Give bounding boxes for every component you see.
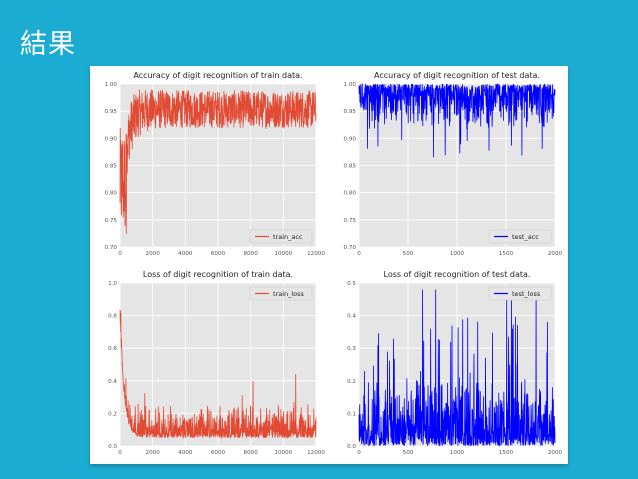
series-line-test_acc — [358, 83, 556, 158]
figure-panel: Accuracy of digit recognition of train d… — [90, 66, 568, 464]
y-tick-label: 0.70 — [344, 245, 357, 251]
legend-box — [249, 286, 313, 301]
y-tick-label: 0.2 — [347, 379, 356, 385]
slide-title: 結果 — [20, 29, 76, 60]
chart-title: Accuracy of digit recognition of train d… — [133, 71, 302, 80]
y-tick-label: 0.0 — [108, 444, 117, 450]
y-tick-label: 0.75 — [105, 218, 118, 224]
y-tick-label: 0.70 — [105, 245, 118, 251]
y-tick-label: 0.6 — [108, 346, 117, 352]
x-tick-label: 6000 — [211, 251, 226, 257]
y-tick-label: 1.0 — [108, 281, 117, 287]
chart-train-accuracy: Accuracy of digit recognition of train d… — [105, 71, 326, 257]
chart-title: Loss of digit recognition of train data. — [143, 270, 293, 279]
legend-box — [249, 229, 313, 244]
chart-test-loss: Loss of digit recognition of test data. 0… — [347, 270, 563, 456]
x-tick-label: 8000 — [244, 251, 259, 257]
x-tick-label: 4000 — [178, 251, 193, 257]
x-tick-label: 2000 — [146, 450, 161, 456]
y-tick-label: 0.90 — [344, 136, 357, 142]
x-tick-label: 2000 — [548, 450, 563, 456]
x-tick-label: 1000 — [450, 450, 465, 456]
y-tick-label: 0.1 — [347, 411, 356, 417]
x-tick-label: 500 — [403, 450, 414, 456]
y-tick-label: 0.90 — [105, 136, 118, 142]
y-tick-label: 0.5 — [347, 281, 356, 287]
y-tick-label: 0.4 — [347, 314, 356, 320]
y-tick-label: 0.95 — [105, 109, 118, 115]
x-tick-label: 1000 — [450, 251, 465, 257]
y-tick-label: 0.85 — [344, 164, 357, 170]
y-tick-label: 0.0 — [347, 444, 356, 450]
x-tick-label: 2000 — [146, 251, 161, 257]
y-tick-label: 0.80 — [105, 191, 118, 197]
x-tick-label: 500 — [403, 251, 414, 257]
series-line-train_loss — [119, 309, 317, 440]
y-tick-label: 0.3 — [347, 346, 356, 352]
x-tick-label: 0 — [118, 450, 122, 456]
series-line-train_acc — [119, 89, 317, 234]
legend-box — [488, 286, 552, 301]
x-tick-label: 0 — [357, 450, 361, 456]
y-tick-label: 0.4 — [108, 379, 117, 385]
x-tick-label: 0 — [357, 251, 361, 257]
y-tick-label: 0.95 — [344, 109, 357, 115]
y-tick-label: 0.8 — [108, 314, 117, 320]
chart-test-accuracy: Accuracy of digit recognition of test da… — [344, 71, 563, 257]
y-tick-label: 0.85 — [105, 164, 118, 170]
chart-title: Accuracy of digit recognition of test da… — [374, 71, 540, 80]
y-tick-label: 0.75 — [344, 218, 357, 224]
chart-train-loss: Loss of digit recognition of train data.… — [108, 270, 325, 456]
y-tick-label: 0.80 — [344, 191, 357, 197]
series-line-test_loss — [358, 289, 556, 447]
legend-label: train_loss — [273, 290, 305, 298]
x-tick-label: 10000 — [274, 251, 292, 257]
chart-title: Loss of digit recognition of test data. — [384, 270, 531, 279]
legend-label: train_acc — [273, 233, 303, 241]
x-tick-label: 12000 — [307, 251, 325, 257]
x-tick-label: 4000 — [178, 450, 193, 456]
x-tick-label: 8000 — [244, 450, 259, 456]
y-tick-label: 1.00 — [344, 82, 357, 88]
y-tick-label: 1.00 — [105, 82, 118, 88]
legend-label: test_acc — [512, 233, 539, 241]
legend-label: test_loss — [512, 290, 541, 298]
legend-box — [488, 229, 552, 244]
x-tick-label: 6000 — [211, 450, 226, 456]
x-tick-label: 2000 — [548, 251, 563, 257]
x-tick-label: 1500 — [499, 450, 514, 456]
x-tick-label: 10000 — [274, 450, 292, 456]
x-tick-label: 1500 — [499, 251, 514, 257]
y-tick-label: 0.2 — [108, 411, 117, 417]
x-tick-label: 0 — [118, 251, 122, 257]
x-tick-label: 12000 — [307, 450, 325, 456]
